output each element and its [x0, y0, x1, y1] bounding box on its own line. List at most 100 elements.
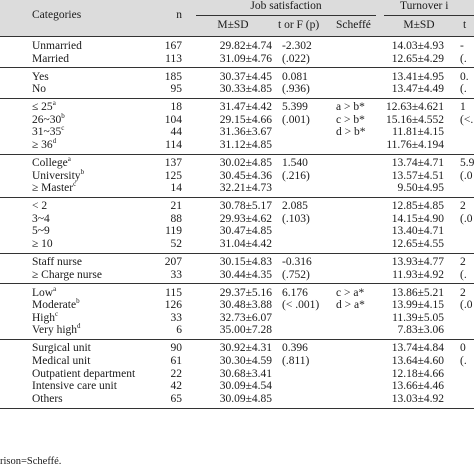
t-or-f-cell: (.752): [282, 268, 310, 281]
turnover-msd-cell: 7.83±3.06: [397, 324, 444, 337]
job-satisfaction-msd-cell: 30.09±4.54: [219, 380, 272, 393]
n-cell: 90: [170, 342, 183, 355]
category-label: College: [32, 157, 68, 169]
job-satisfaction-msd-cell: 31.09±4.76: [219, 52, 272, 65]
category-cell: Universityb: [32, 168, 84, 183]
category-label: 3~4: [32, 212, 50, 225]
n-cell: 167: [164, 40, 182, 52]
t-or-f-cell: (.811): [282, 355, 310, 367]
n-cell: 113: [165, 52, 182, 65]
turnover-msd-cell: 13.74±4.84: [391, 342, 444, 355]
turnover-msd-cell: 12.65±4.29: [391, 52, 444, 65]
turnover-t-cell: 2: [460, 200, 466, 213]
turnover-t-cell: (.0: [460, 212, 473, 225]
group-divider: [0, 339, 474, 341]
category-label: Yes: [32, 70, 49, 83]
turnover-msd-cell: 13.74±4.71: [391, 157, 444, 169]
job-satisfaction-msd-cell: 31.12±4.85: [219, 139, 272, 151]
n-cell: 18: [170, 101, 183, 114]
header-bottom-rule: [0, 36, 474, 37]
turnover-msd-cell: 13.99±4.15: [391, 299, 444, 312]
category-label: ≤ 25: [32, 101, 53, 114]
job-satisfaction-msd-cell: 30.78±5.17: [219, 200, 272, 213]
job-satisfaction-msd-cell: 29.82±4.74: [219, 40, 272, 52]
n-cell: 33: [170, 311, 183, 324]
n-cell: 104: [164, 113, 182, 126]
turnover-t-cell: (.0: [460, 299, 473, 312]
scheffe-cell: d > a*: [336, 299, 365, 312]
header-n: n: [176, 9, 182, 21]
category-label: Outpatient department: [32, 367, 136, 380]
turnover-t-cell: (.: [460, 52, 467, 65]
n-cell: 185: [164, 70, 182, 83]
job-satisfaction-msd-cell: 30.37±4.45: [219, 70, 272, 83]
job-satisfaction-msd-cell: 31.47±4.42: [219, 101, 272, 114]
category-cell: Lowa: [32, 284, 57, 300]
turnover-msd-cell: 12.18±4.66: [391, 367, 444, 380]
category-label: Staff nurse: [32, 256, 82, 268]
category-label: 26~30: [32, 113, 62, 126]
turnover-t-cell: 5.9: [460, 157, 474, 169]
n-cell: 88: [170, 212, 183, 225]
job-satisfaction-msd-cell: 30.92±4.31: [219, 342, 272, 355]
category-cell: ≥ Masterc: [32, 181, 76, 195]
category-cell: Moderateb: [32, 298, 80, 312]
job-satisfaction-msd-cell: 30.33±4.85: [219, 83, 272, 96]
t-or-f-cell: (< .001): [282, 299, 320, 312]
turnover-msd-cell: 9.50±4.95: [397, 182, 444, 195]
job-satisfaction-msd-cell: 30.45±4.36: [219, 169, 272, 182]
turnover-msd-cell: 11.76±4.194: [386, 139, 444, 151]
n-cell: 137: [164, 157, 182, 169]
n-cell: 21: [170, 200, 183, 213]
n-cell: 33: [170, 268, 183, 281]
header-scheffe: Scheffé: [336, 19, 371, 31]
category-cell: Others: [32, 393, 63, 406]
category-superscript: a: [67, 155, 71, 163]
category-label: Intensive care unit: [32, 380, 117, 393]
job-satisfaction-msd-cell: 30.30±4.59: [219, 355, 272, 367]
job-satisfaction-msd-cell: 31.04±4.42: [219, 238, 272, 250]
category-cell: Medical unit: [32, 355, 90, 368]
n-cell: 61: [170, 355, 183, 367]
scheffe-cell: c > b*: [336, 113, 365, 126]
category-superscript: c: [55, 309, 59, 318]
category-superscript: a: [53, 284, 57, 293]
header-subrule-right: [384, 15, 474, 16]
turnover-t-cell: 2: [460, 286, 466, 299]
category-superscript: c: [61, 124, 65, 133]
category-superscript: b: [61, 111, 65, 120]
turnover-msd-cell: 13.66±4.46: [391, 380, 444, 393]
t-or-f-cell: -0.316: [282, 256, 312, 268]
turnover-t-cell: (.: [460, 355, 467, 367]
category-superscript: d: [52, 137, 57, 145]
category-cell: Unmarried: [32, 40, 82, 53]
t-or-f-cell: 0.081: [282, 70, 308, 83]
category-label: 31~35: [32, 126, 62, 139]
category-label: Unmarried: [32, 40, 82, 52]
category-cell: No: [32, 83, 46, 96]
turnover-msd-cell: 13.93±4.77: [391, 256, 444, 268]
turnover-t-cell: (.: [460, 83, 467, 96]
group-divider: [0, 153, 474, 155]
turnover-t-cell: 0.: [460, 70, 469, 83]
category-cell: Very highd: [32, 323, 81, 337]
header-t-or-f: t or F (p): [278, 19, 320, 31]
turnover-t-cell: (.0: [460, 169, 473, 182]
job-satisfaction-msd-cell: 30.44±4.35: [219, 268, 272, 281]
category-cell: 3~4: [32, 213, 50, 226]
header-subrule-left: [196, 15, 376, 16]
job-satisfaction-msd-cell: 30.47±4.85: [219, 225, 272, 238]
job-satisfaction-msd-cell: 29.37±5.16: [219, 286, 272, 299]
job-satisfaction-msd-cell: 35.00±7.28: [219, 324, 272, 337]
t-or-f-cell: (.001): [282, 113, 310, 126]
category-label: ≥ 10: [32, 238, 53, 250]
turnover-msd-cell: 12.85±4.85: [391, 200, 444, 213]
category-superscript: a: [52, 99, 56, 108]
turnover-msd-cell: 13.86±5.21: [391, 286, 444, 299]
group-divider: [0, 197, 474, 198]
category-label: Medical unit: [32, 355, 91, 367]
job-satisfaction-msd-cell: 30.02±4.85: [219, 157, 272, 169]
category-cell: Married: [32, 53, 69, 66]
t-or-f-cell: (.936): [282, 83, 310, 96]
